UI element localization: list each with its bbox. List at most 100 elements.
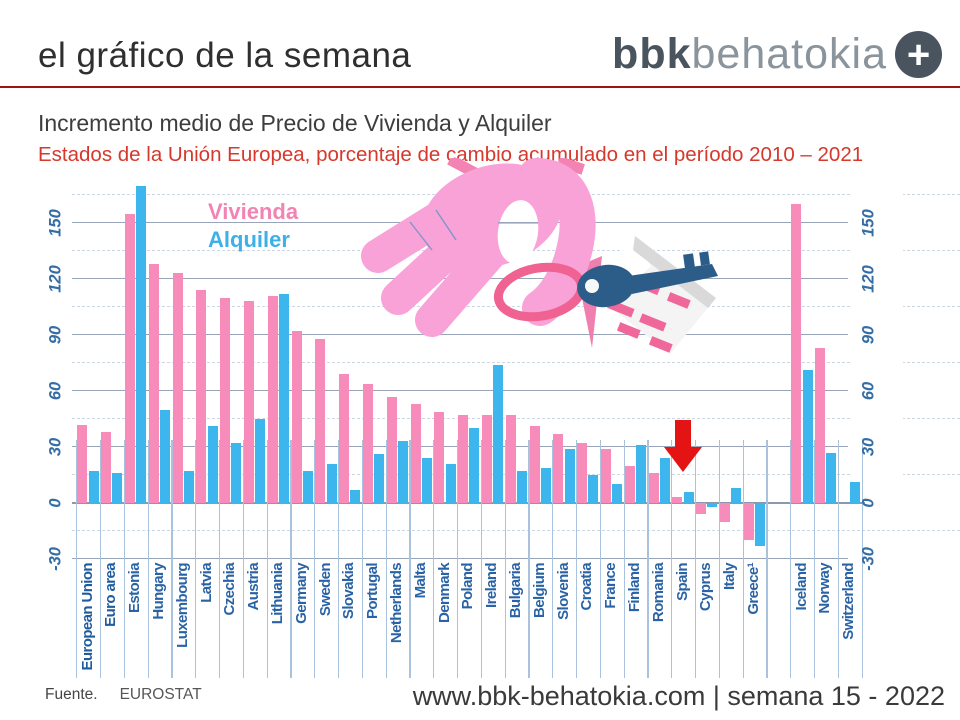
- country-separator: [337, 440, 340, 678]
- bar-alquiler-lithuania: [279, 293, 289, 503]
- y-axis-tick-right: -30: [859, 547, 878, 571]
- bbk-behatokia-logo: bbk behatokia +: [612, 30, 942, 79]
- country-separator: [742, 440, 744, 678]
- bar-alquiler-malta: [421, 458, 432, 503]
- bar-alquiler-czechia: [231, 443, 242, 503]
- y-axis-tick-left: 60: [46, 381, 65, 401]
- country-separator: [647, 440, 649, 678]
- bar-alquiler-hungary: [160, 409, 170, 503]
- country-separator: [290, 440, 292, 678]
- bar-alquiler-greece-: [755, 503, 765, 546]
- axis-gutter: [850, 183, 903, 495]
- bar-vivienda-france: [601, 448, 611, 503]
- bar-vivienda-italy: [720, 503, 730, 522]
- bar-alquiler-switzerland: [850, 482, 861, 503]
- bar-alquiler-austria: [255, 419, 266, 503]
- country-separator: [99, 440, 102, 678]
- country-separator: [123, 440, 125, 678]
- bar-alquiler-slovakia: [350, 489, 361, 503]
- plus-icon: +: [895, 31, 942, 78]
- bar-alquiler-portugal: [374, 454, 385, 503]
- gridline-solid: [72, 222, 848, 223]
- y-axis-tick-right: 60: [859, 381, 878, 401]
- country-separator: [409, 440, 411, 678]
- country-separator: [147, 440, 149, 678]
- bar-alquiler-croatia: [588, 475, 599, 503]
- bar-vivienda-luxembourg: [172, 273, 183, 503]
- highlight-arrow-spain: [664, 420, 702, 472]
- bar-alquiler-slovenia: [564, 448, 575, 503]
- gridline-dashed: [72, 250, 960, 251]
- y-axis-tick-left: 150: [46, 209, 65, 237]
- bar-vivienda-austria: [244, 301, 254, 503]
- bar-vivienda-malta: [410, 404, 421, 503]
- bar-alquiler-bulgaria: [517, 471, 527, 503]
- bar-vivienda-portugal: [363, 383, 373, 503]
- bar-vivienda-european-union: [77, 424, 88, 503]
- bar-vivienda-poland: [458, 415, 469, 503]
- bar-vivienda-finland: [624, 465, 635, 503]
- country-separator: [813, 440, 816, 678]
- bar-alquiler-ireland: [493, 364, 504, 503]
- chart-title: Incremento medio de Precio de Vivienda y…: [38, 110, 552, 136]
- country-separator: [242, 440, 244, 678]
- country-separator: [528, 440, 530, 678]
- y-axis-tick-right: 120: [859, 265, 878, 293]
- bar-alquiler-cyprus: [707, 503, 718, 507]
- bar-alquiler-euro-area: [112, 473, 123, 503]
- country-separator: [433, 440, 435, 678]
- bar-vivienda-romania: [648, 473, 659, 503]
- country-separator: [76, 440, 78, 678]
- country-separator: [599, 440, 601, 678]
- header-divider: [0, 86, 960, 88]
- y-axis-tick-left: -30: [46, 547, 65, 571]
- bar-vivienda-denmark: [434, 411, 445, 503]
- bar-alquiler-romania: [659, 458, 670, 503]
- bar-vivienda-sweden: [315, 338, 326, 503]
- country-separator: [718, 440, 720, 678]
- y-axis-tick-left: 30: [46, 437, 65, 457]
- bar-alquiler-latvia: [207, 426, 218, 503]
- country-separator: [385, 440, 387, 678]
- gridline-solid: [72, 390, 848, 391]
- gridline-dashed: [72, 530, 960, 531]
- bar-vivienda-ireland: [482, 415, 492, 503]
- bar-alquiler-iceland: [802, 370, 813, 503]
- country-separator: [552, 440, 554, 678]
- country-separator: [790, 440, 792, 678]
- y-axis-tick-right: 0: [859, 498, 878, 508]
- bar-vivienda-norway: [815, 348, 826, 503]
- gridline-solid: [72, 558, 848, 559]
- gridline-solid: [72, 334, 848, 335]
- source-label: Fuente.: [45, 686, 98, 703]
- country-separator: [837, 440, 839, 678]
- chart-subtitle: Estados de la Unión Europea, porcentaje …: [38, 143, 864, 166]
- bar-alquiler-netherlands: [398, 441, 408, 503]
- bar-vivienda-belgium: [529, 426, 540, 503]
- source-note: Fuente. EUROSTAT: [45, 686, 202, 704]
- bar-vivienda-bulgaria: [505, 415, 516, 503]
- bar-alquiler-european-union: [88, 471, 99, 503]
- bar-vivienda-czechia: [220, 297, 231, 503]
- y-axis-tick-left: 90: [46, 325, 65, 345]
- bar-alquiler-finland: [636, 445, 646, 503]
- legend: Vivienda Alquiler: [208, 198, 298, 254]
- country-separator: [361, 440, 363, 678]
- bar-alquiler-germany: [302, 471, 313, 503]
- bar-alquiler-estonia: [136, 185, 147, 503]
- bar-vivienda-netherlands: [386, 396, 397, 503]
- gridline-dashed: [72, 474, 960, 475]
- country-separator: [694, 440, 697, 678]
- y-axis-tick-right: 150: [859, 209, 878, 237]
- bar-alquiler-denmark: [445, 463, 456, 503]
- source-value: EUROSTAT: [119, 686, 202, 703]
- country-separator: [456, 440, 459, 678]
- bar-vivienda-iceland: [791, 204, 802, 503]
- footer-website: www.bbk-behatokia.com | semana 15 - 2022: [412, 681, 945, 711]
- gridline-dashed: [72, 418, 960, 419]
- country-separator: [671, 440, 673, 678]
- y-axis-tick-right: 90: [859, 325, 878, 345]
- bar-vivienda-lithuania: [267, 295, 278, 503]
- country-separator: [623, 440, 625, 678]
